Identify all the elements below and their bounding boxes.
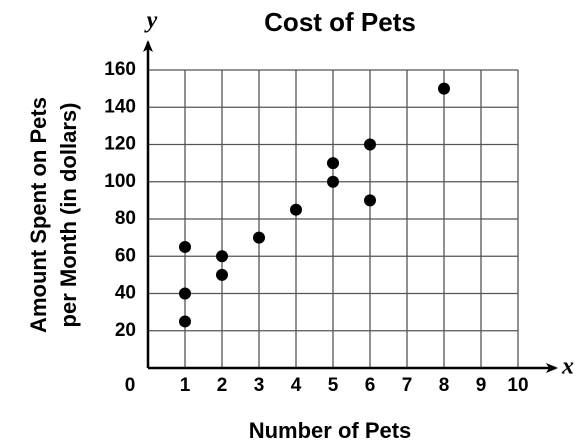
point xyxy=(364,194,376,207)
point xyxy=(216,250,228,263)
x-tick-label: 3 xyxy=(254,375,265,396)
chart-title: Cost of Pets xyxy=(264,7,416,37)
x-tick-label: 4 xyxy=(291,375,302,396)
y-tick-label: 80 xyxy=(115,208,136,229)
y-tick-label: 120 xyxy=(104,134,136,155)
point xyxy=(253,231,265,244)
y-axis-title: Amount Spent on Pets xyxy=(26,97,51,333)
y-axis-letter: y xyxy=(144,8,158,34)
x-axis-letter: x xyxy=(561,354,574,380)
y-tick-label: 40 xyxy=(115,283,136,304)
point xyxy=(216,268,228,281)
point xyxy=(327,157,339,170)
y-tick-label: 20 xyxy=(115,320,136,341)
point xyxy=(179,287,191,300)
x-axis-title: Number of Pets xyxy=(249,418,412,443)
x-tick-label: 2 xyxy=(217,375,228,396)
y-tick-label: 160 xyxy=(104,59,136,80)
x-tick-label: 8 xyxy=(439,375,450,396)
point xyxy=(179,240,191,253)
x-tick-label: 6 xyxy=(365,375,376,396)
y-axis-title: per Month (in dollars) xyxy=(56,103,81,328)
x-tick-label: 1 xyxy=(180,375,191,396)
x-tick-label: 0 xyxy=(125,375,136,396)
point xyxy=(438,82,450,95)
point xyxy=(290,203,302,216)
x-tick-label: 7 xyxy=(402,375,413,396)
x-tick-label: 5 xyxy=(328,375,339,396)
y-tick-label: 100 xyxy=(104,171,136,192)
point xyxy=(327,175,339,188)
x-tick-label: 9 xyxy=(476,375,487,396)
y-tick-label: 60 xyxy=(115,245,136,266)
point xyxy=(364,138,376,151)
y-tick-label: 140 xyxy=(104,96,136,117)
x-tick-label: 10 xyxy=(507,375,528,396)
point xyxy=(179,315,191,328)
